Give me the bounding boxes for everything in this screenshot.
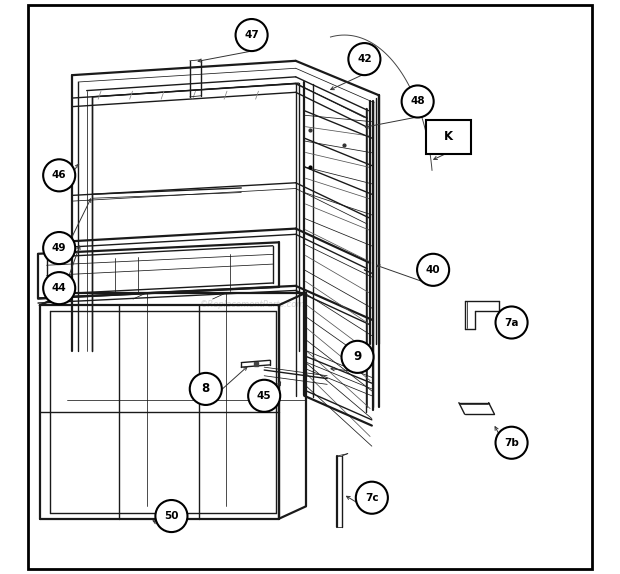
Text: 42: 42 (357, 54, 372, 64)
Circle shape (248, 380, 280, 412)
Circle shape (402, 86, 433, 118)
FancyBboxPatch shape (427, 120, 471, 154)
Circle shape (236, 19, 268, 51)
Circle shape (356, 482, 388, 514)
Circle shape (43, 160, 75, 191)
Text: 7b: 7b (504, 438, 519, 448)
Circle shape (495, 307, 528, 339)
Text: 7a: 7a (504, 317, 519, 328)
Text: ©ReplacementParts.com: ©ReplacementParts.com (200, 300, 306, 309)
Text: 40: 40 (426, 265, 440, 275)
Circle shape (156, 500, 187, 532)
Circle shape (348, 43, 381, 75)
Circle shape (190, 373, 222, 405)
Circle shape (43, 272, 75, 304)
Text: 48: 48 (410, 96, 425, 106)
Text: 45: 45 (257, 391, 272, 401)
Text: 9: 9 (353, 350, 361, 363)
Text: 47: 47 (244, 30, 259, 40)
Text: 49: 49 (52, 243, 66, 253)
Text: 50: 50 (164, 511, 179, 521)
Text: 8: 8 (202, 382, 210, 395)
Text: 44: 44 (52, 283, 66, 293)
Circle shape (417, 254, 449, 286)
Circle shape (495, 426, 528, 459)
Text: 46: 46 (52, 170, 66, 180)
Text: K: K (444, 130, 453, 144)
Circle shape (342, 341, 374, 373)
Text: 7c: 7c (365, 492, 379, 503)
Circle shape (43, 232, 75, 264)
